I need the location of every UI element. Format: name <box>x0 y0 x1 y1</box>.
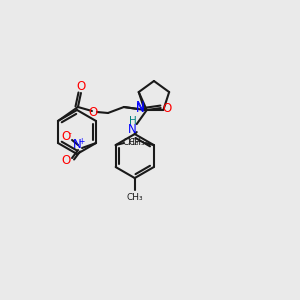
Text: O: O <box>88 106 98 119</box>
Text: -: - <box>69 130 71 139</box>
Text: N: N <box>136 100 144 113</box>
Text: +: + <box>78 137 84 146</box>
Text: N: N <box>73 139 81 152</box>
Text: O: O <box>162 102 171 115</box>
Text: N: N <box>128 123 137 136</box>
Text: H: H <box>129 116 136 126</box>
Text: CH₃: CH₃ <box>122 138 139 147</box>
Text: O: O <box>76 80 86 94</box>
Text: CH₃: CH₃ <box>128 138 145 147</box>
Text: O: O <box>61 154 71 167</box>
Text: CH₃: CH₃ <box>126 193 143 202</box>
Text: N: N <box>136 102 145 116</box>
Text: O: O <box>61 130 71 143</box>
